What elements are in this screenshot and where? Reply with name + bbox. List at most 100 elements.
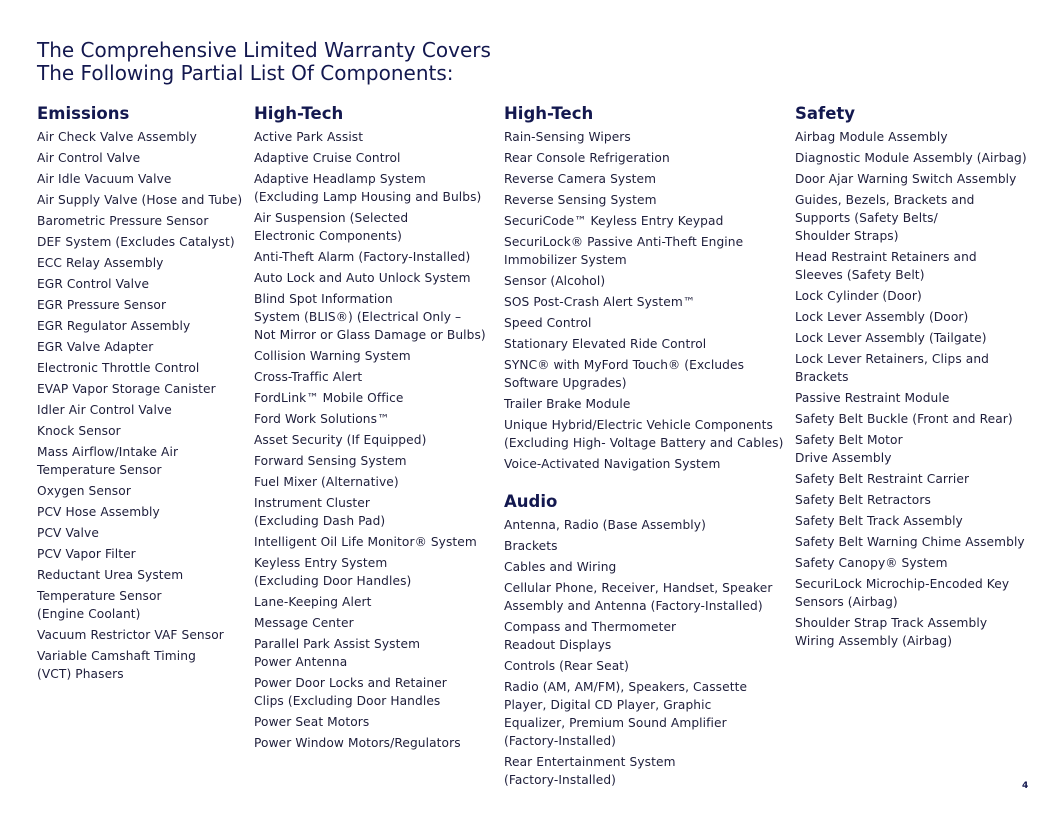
section-heading: Safety [795,104,856,123]
list-item: Reverse Sensing System [504,193,657,207]
list-item: SecuriLock® Passive Anti-Theft Engine Im… [504,235,744,267]
list-item: Door Ajar Warning Switch Assembly [795,172,1017,186]
list-item: Brackets [504,539,558,553]
list-item: Intelligent Oil Life Monitor® System [254,535,477,549]
section-audio: Audio Antenna, Radio (Base Assembly) Brack… [504,492,783,789]
list-item: Head Restraint Retainers and Sleeves (Sa… [795,250,977,282]
list-item: Passive Restraint Module [795,391,950,405]
list-item: EVAP Vapor Storage Canister [37,382,216,396]
section-safety: Safety Airbag Module Assembly Diagnostic M… [795,104,1027,650]
list-item: Speed Control [504,316,592,330]
list-item: PCV Vapor Filter [37,547,136,561]
list-item: Safety Belt Motor Drive Assembly [795,433,903,465]
list-item: SOS Post-Crash Alert System™ [504,295,696,309]
list-item: EGR Pressure Sensor [37,298,167,312]
list-item: PCV Hose Assembly [37,505,160,519]
list-item: EGR Control Valve [37,277,150,291]
list-item: Shoulder Strap Track Assembly Wiring Ass… [795,616,988,648]
list-item: SYNC® with MyFord Touch® (Excludes Softw… [504,358,745,390]
list-item: EGR Regulator Assembly [37,319,191,333]
list-item: Antenna, Radio (Base Assembly) [504,518,706,532]
list-item: Forward Sensing System [254,454,407,468]
section-emissions: Emissions Air Check Valve Assembly Air Con… [37,104,242,683]
section-heading: Audio [504,492,558,511]
list-item: Sensor (Alcohol) [504,274,606,288]
list-item: Barometric Pressure Sensor [37,214,209,228]
list-item: Lock Cylinder (Door) [795,289,922,303]
list-item: Cellular Phone, Receiver, Handset, Speak… [504,581,773,613]
list-item: Idler Air Control Valve [37,403,172,417]
list-item: Controls (Rear Seat) [504,659,630,673]
list-item: Reductant Urea System [37,568,184,582]
list-item: Air Check Valve Assembly [37,130,197,144]
list-item: Blind Spot Information System (BLIS®) (E… [254,292,486,342]
list-item: Air Control Valve [37,151,141,165]
list-item: Reverse Camera System [504,172,657,186]
list-item: Air Suspension (Selected Electronic Comp… [254,211,409,243]
list-item: Rear Entertainment System (Factory-Insta… [504,755,676,787]
list-item: Auto Lock and Auto Unlock System [254,271,471,285]
list-item: Variable Camshaft Timing (VCT) Phasers [37,649,196,681]
section-heading: High-Tech [504,104,594,123]
list-item: Safety Belt Retractors [795,493,931,507]
list-item: Temperature Sensor (Engine Coolant) [37,589,162,621]
list-item: Lock Lever Assembly (Tailgate) [795,331,987,345]
list-item: Safety Belt Restraint Carrier [795,472,970,486]
list-item: Active Park Assist [254,130,364,144]
list-item: ECC Relay Assembly [37,256,164,270]
list-item: EGR Valve Adapter [37,340,154,354]
list-item: Keyless Entry System (Excluding Door Han… [254,556,412,588]
list-item: SecuriCode™ Keyless Entry Keypad [504,214,724,228]
list-item: Radio (AM, AM/FM), Speakers, Cassette Pl… [504,680,748,748]
list-item: Lock Lever Assembly (Door) [795,310,969,324]
list-item: Vacuum Restrictor VAF Sensor [37,628,224,642]
list-item: Asset Security (If Equipped) [254,433,427,447]
list-item: Instrument Cluster (Excluding Dash Pad) [254,496,386,528]
list-item: Trailer Brake Module [504,397,631,411]
list-item: Air Supply Valve (Hose and Tube) [37,193,243,207]
title-line-2: The Following Partial List Of Components… [37,61,454,85]
column-safety: Safety Airbag Module Assembly Diagnostic M… [795,104,1027,653]
title-line-1: The Comprehensive Limited Warranty Cover… [37,38,491,62]
list-item: PCV Valve [37,526,99,540]
list-item: Safety Belt Buckle (Front and Rear) [795,412,1013,426]
list-item: Message Center [254,616,354,630]
section-high-tech: High-Tech Active Park Assist Adaptive Crui… [254,104,486,752]
list-item: SecuriLock Microchip-Encoded Key Sensors… [795,577,1010,609]
list-item: Cross-Traffic Alert [254,370,363,384]
list-item: Diagnostic Module Assembly (Airbag) [795,151,1027,165]
list-item: Electronic Throttle Control [37,361,200,375]
list-item: Cables and Wiring [504,560,617,574]
list-item: Adaptive Headlamp System (Excluding Lamp… [254,172,482,204]
list-item: DEF System (Excludes Catalyst) [37,235,235,249]
list-item: Unique Hybrid/Electric Vehicle Component… [504,418,784,450]
list-item: Rain-Sensing Wipers [504,130,631,144]
list-item: FordLink™ Mobile Office [254,391,404,405]
list-item: Mass Airflow/Intake Air Temperature Sens… [37,445,179,477]
list-item: Safety Canopy® System [795,556,948,570]
list-item: Power Seat Motors [254,715,370,729]
list-item: Anti-Theft Alarm (Factory-Installed) [254,250,471,264]
list-item: Lock Lever Retainers, Clips and Brackets [795,352,989,384]
list-item: Safety Belt Track Assembly [795,514,963,528]
list-item: Fuel Mixer (Alternative) [254,475,399,489]
page-number: 4 [1022,781,1029,791]
list-item: Parallel Park Assist System Power Antenn… [254,637,421,669]
column-emissions: Emissions Air Check Valve Assembly Air Con… [37,104,242,686]
list-item: Safety Belt Warning Chime Assembly [795,535,1025,549]
list-item: Rear Console Refrigeration [504,151,670,165]
list-item: Voice-Activated Navigation System [504,457,721,471]
list-item: Ford Work Solutions™ [254,412,390,426]
list-item: Adaptive Cruise Control [254,151,401,165]
list-item: Collision Warning System [254,349,411,363]
list-item: Power Door Locks and Retainer Clips (Exc… [254,676,447,708]
page-title: The Comprehensive Limited Warranty Cover… [37,39,491,85]
list-item: Airbag Module Assembly [795,130,948,144]
list-item: Power Window Motors/Regulators [254,736,461,750]
list-item: Knock Sensor [37,424,121,438]
column-high-tech-2-audio: High-Tech Rain-Sensing Wipers Rear Console… [504,104,783,792]
section-heading: High-Tech [254,104,344,123]
list-item: Air Idle Vacuum Valve [37,172,172,186]
section-high-tech: High-Tech Rain-Sensing Wipers Rear Console… [504,104,783,473]
list-item: Oxygen Sensor [37,484,131,498]
